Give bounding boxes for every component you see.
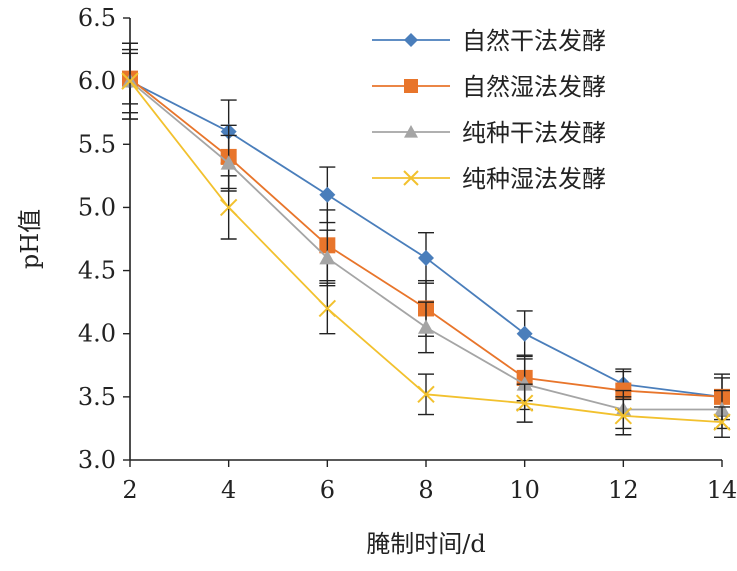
data-point xyxy=(614,407,633,425)
axes: 3.0 3.5 4.0 4.5 5.0 5.5 6.0 6.5 2 4 6 8 10 12 14 xyxy=(78,4,737,504)
data-point xyxy=(319,186,336,203)
x-marker xyxy=(403,170,419,186)
data-point xyxy=(418,319,434,334)
diamond-marker xyxy=(404,33,418,47)
x-tick-label: 12 xyxy=(608,476,639,504)
y-tick-label: 5.5 xyxy=(78,130,116,158)
data-point xyxy=(220,155,237,170)
legend-label: 自然湿法发酵 xyxy=(462,73,606,101)
x-tick-label: 2 xyxy=(122,476,137,504)
y-tick-label: 3.5 xyxy=(78,383,116,411)
legend-label: 自然干法发酵 xyxy=(462,27,606,55)
data-point xyxy=(319,249,336,265)
x-axis-title: 腌制时间/d xyxy=(366,530,485,558)
y-tick-label: 5.0 xyxy=(78,193,116,221)
data-point xyxy=(318,299,337,318)
y-tick-label: 6.5 xyxy=(78,4,116,32)
y-axis-title: pH值 xyxy=(16,209,44,269)
y-tick-label: 4.0 xyxy=(78,320,116,348)
y-tick-label: 6.0 xyxy=(78,67,116,95)
legend-entry-2: 自然湿法发酵 xyxy=(372,73,606,101)
legend-label: 纯种湿法发酵 xyxy=(462,165,606,193)
data-point xyxy=(516,325,533,342)
legend-entry-4: 纯种湿法发酵 xyxy=(372,165,606,193)
x-tick-label: 8 xyxy=(418,476,433,504)
x-tick-label: 6 xyxy=(320,476,335,504)
legend-label: 纯种干法发酵 xyxy=(462,119,606,147)
x-tick-label: 14 xyxy=(707,476,737,504)
data-point xyxy=(418,249,434,266)
square-marker xyxy=(404,79,418,93)
x-tick-label: 10 xyxy=(509,476,540,504)
data-point xyxy=(121,72,139,90)
y-tick-label: 3.0 xyxy=(78,446,116,474)
data-point xyxy=(516,376,533,391)
legend-entry-3: 纯种干法发酵 xyxy=(372,119,606,147)
data-point xyxy=(417,385,435,404)
series-layer xyxy=(121,42,731,438)
data-point xyxy=(515,394,534,412)
triangle-marker xyxy=(404,125,418,138)
y-tick-label: 4.5 xyxy=(78,257,116,285)
x-tick-label: 4 xyxy=(221,476,236,504)
series-1 xyxy=(122,42,730,417)
series-4 xyxy=(121,48,731,438)
data-point xyxy=(713,413,731,431)
data-point xyxy=(219,198,238,217)
legend-entry-1: 自然干法发酵 xyxy=(372,27,606,55)
